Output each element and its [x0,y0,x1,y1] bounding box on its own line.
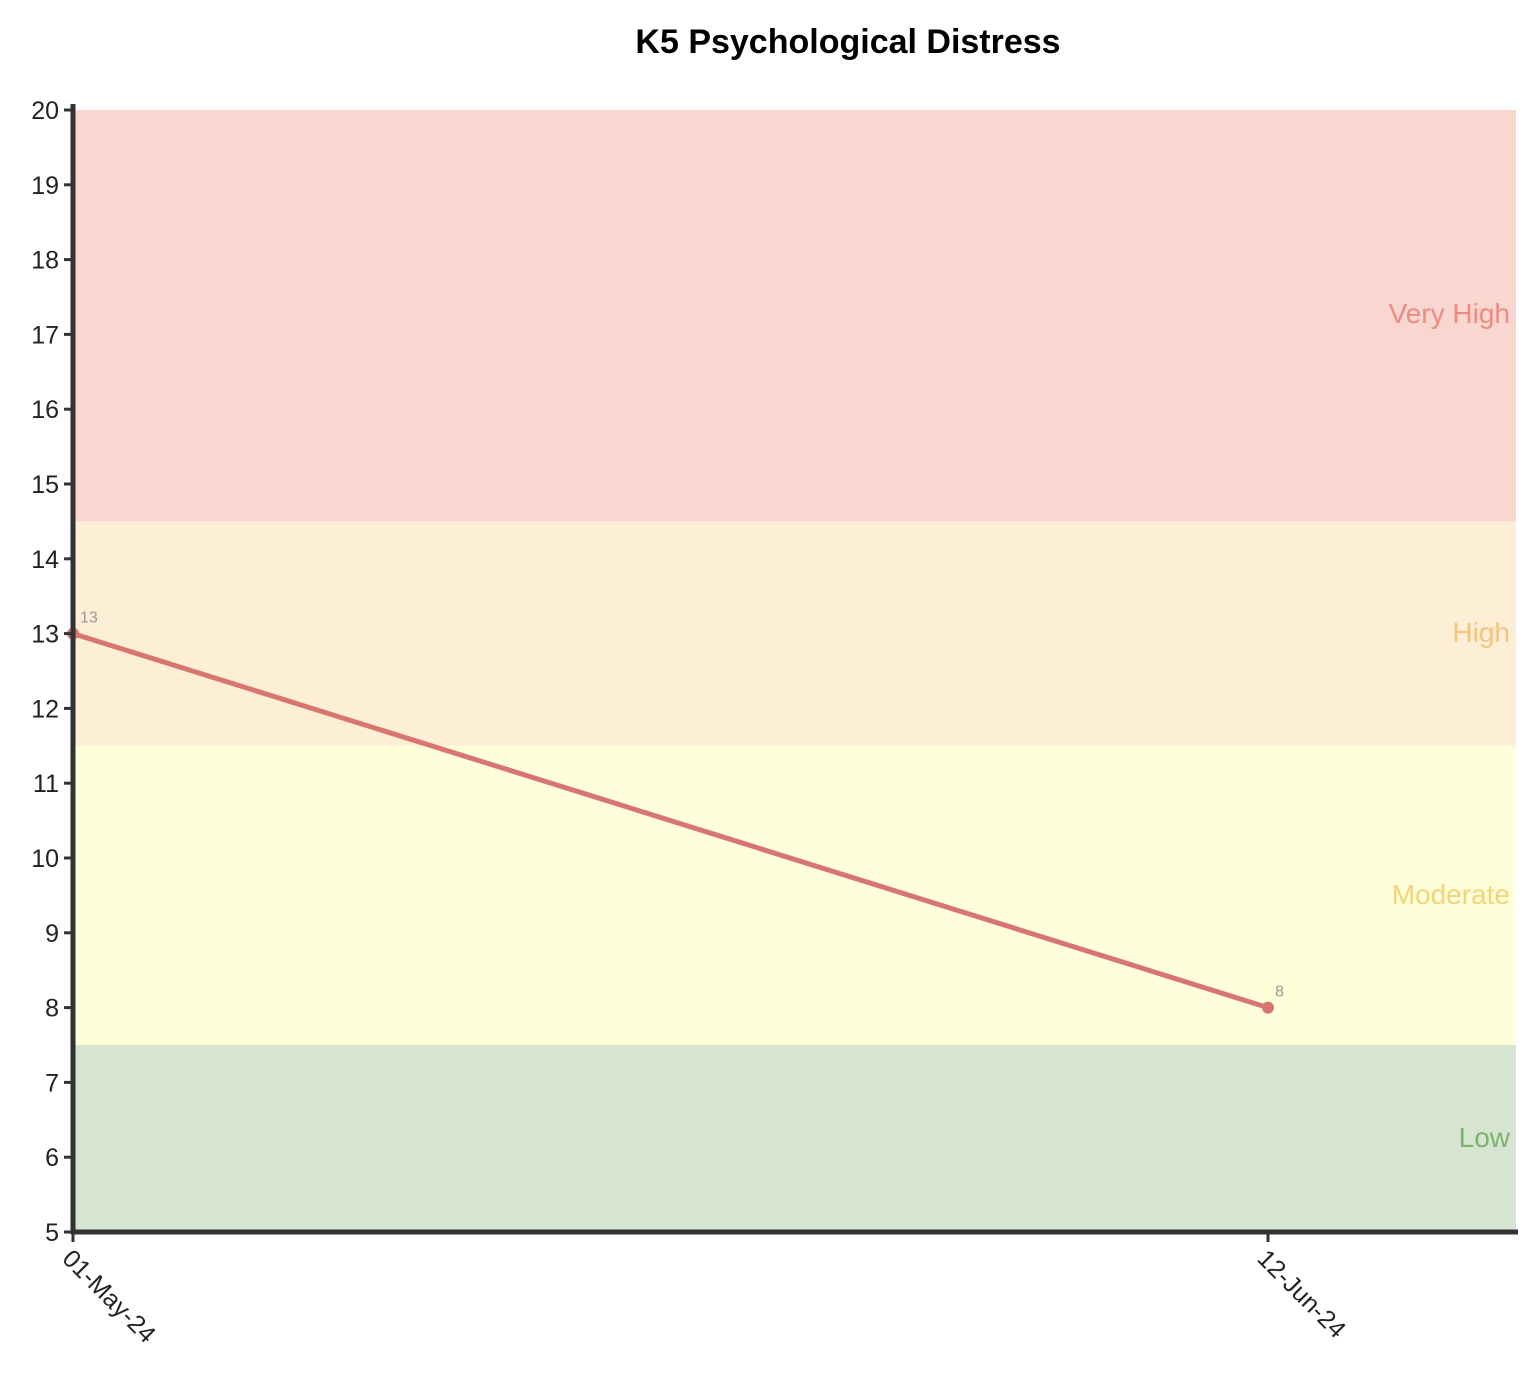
data-label: 13 [80,610,98,627]
series-line [70,631,1271,1011]
y-tick-label: 9 [45,920,59,948]
y-tick-label: 20 [31,97,59,125]
x-tick-label: 01-May-24 [57,1244,161,1348]
y-tick-label: 8 [45,995,59,1023]
y-tick-label: 17 [31,321,59,349]
risk-bands [73,110,1516,1232]
band-high [73,521,1516,746]
y-tick-label: 7 [45,1069,59,1097]
band-moderate [73,745,1516,1045]
y-tick-label: 11 [33,770,59,798]
data-label: 8 [1275,984,1284,1001]
series-layer: 13 8 [67,610,1284,1014]
y-tick-label: 10 [31,845,59,873]
band-label-very-high: Very High [1389,298,1510,329]
y-tick-label: 6 [45,1144,59,1172]
risk-band-labels: Very High High Moderate Low [1389,298,1511,1153]
x-tick-label: 12-Jun-24 [1252,1244,1351,1343]
chart-title: K5 Psychological Distress [635,23,1060,61]
y-tick-label: 13 [31,621,59,649]
y-tick-label: 12 [31,695,59,723]
y-tick-label: 14 [31,546,59,574]
band-low [73,1045,1516,1232]
y-tick-label: 19 [31,172,59,200]
band-very-high [73,110,1516,522]
y-tick-label: 15 [31,471,59,499]
y-tick-label: 5 [45,1219,59,1247]
band-label-low: Low [1459,1122,1511,1153]
data-point [1262,1001,1274,1014]
y-tick-label: 16 [31,396,59,424]
y-tick-label: 18 [31,247,59,275]
band-label-high: High [1452,617,1510,648]
band-label-moderate: Moderate [1392,879,1510,910]
